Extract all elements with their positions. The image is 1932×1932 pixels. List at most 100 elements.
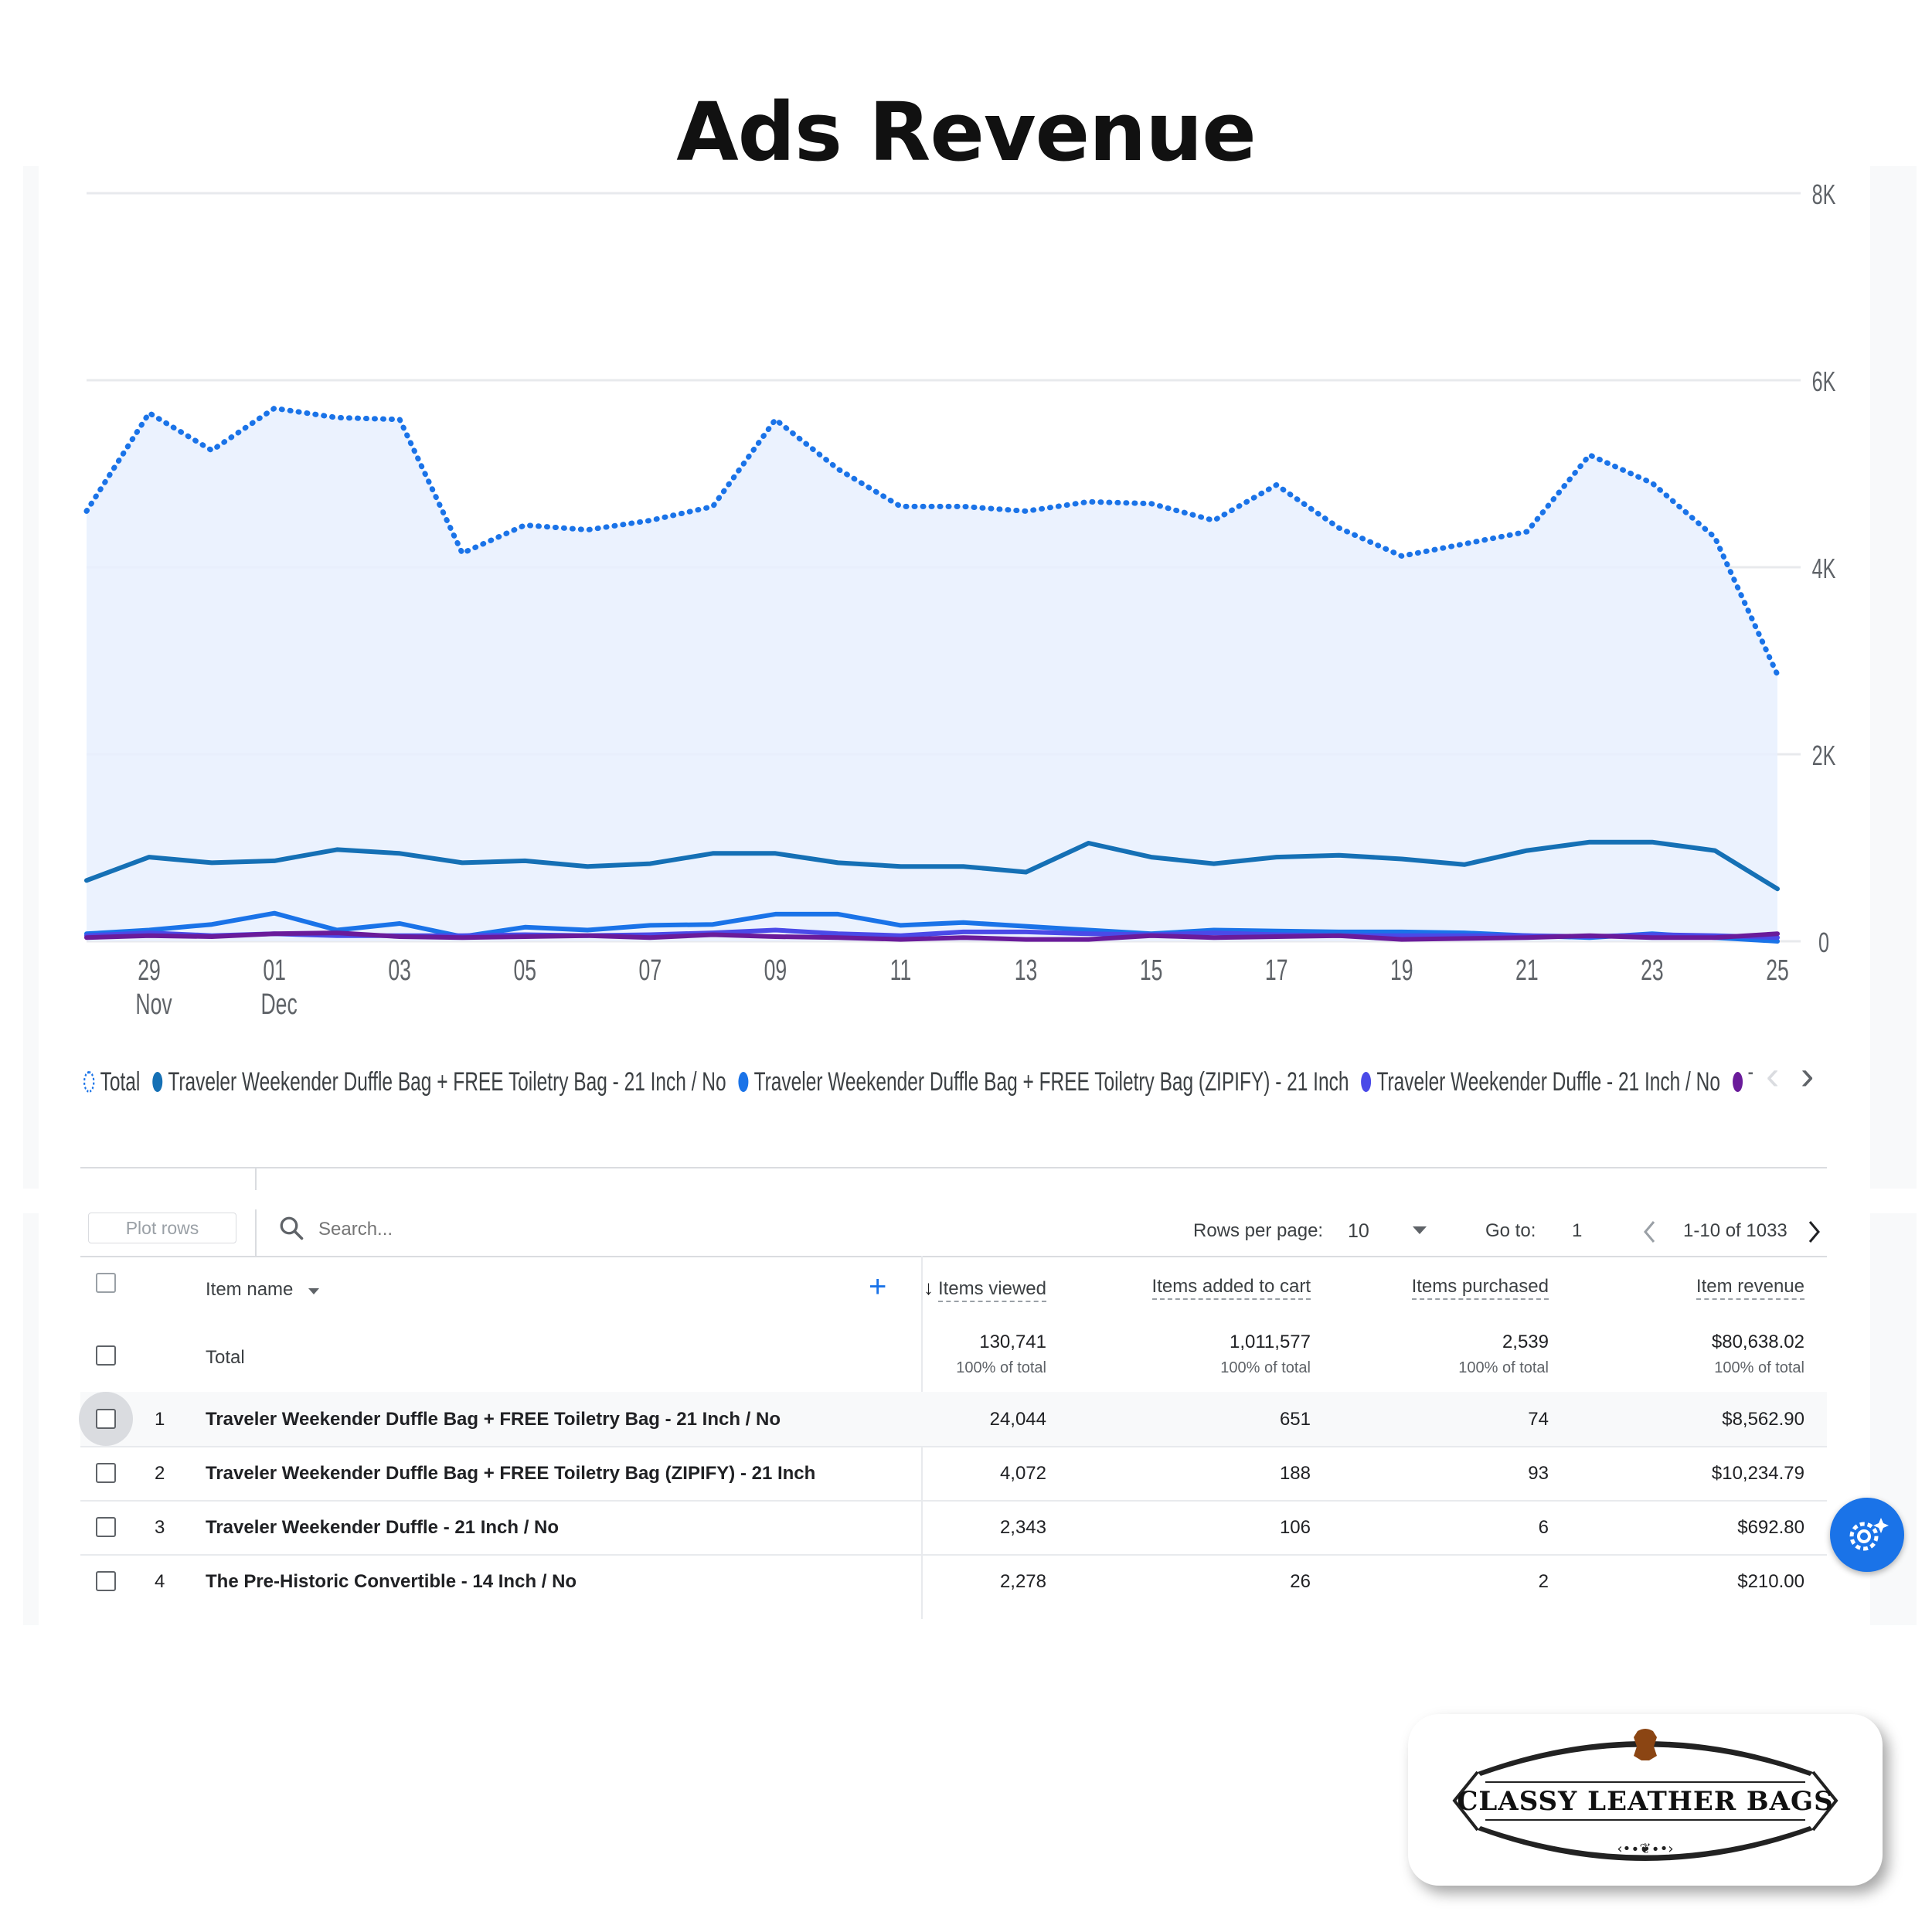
settings-fab-button[interactable] xyxy=(1830,1498,1904,1572)
x-tick-label: 13 xyxy=(1015,953,1038,986)
row-items-viewed: 24,044 xyxy=(989,1409,1046,1430)
col-header-items-added[interactable]: Items added to cart xyxy=(1151,1276,1311,1300)
total-value: $80,638.02 xyxy=(1711,1332,1804,1352)
col-header-items-purchased[interactable]: Items purchased xyxy=(1411,1276,1549,1300)
chart-area xyxy=(87,408,1777,941)
col-header-label: Items added to cart xyxy=(1151,1276,1311,1300)
row-item-revenue: $8,562.90 xyxy=(1722,1409,1804,1430)
caret-down-icon[interactable] xyxy=(308,1287,320,1295)
row-item-name[interactable]: The Pre-Historic Convertible - 14 Inch /… xyxy=(206,1571,577,1592)
search-input[interactable] xyxy=(317,1214,629,1245)
legend-item[interactable]: The Pre-Historic Convertible - 14 xyxy=(1732,1067,1753,1097)
rows-per-page-select[interactable]: 10 xyxy=(1348,1220,1369,1242)
legend-swatch xyxy=(152,1072,163,1092)
col-header-items-viewed[interactable]: ↓ Items viewed xyxy=(923,1276,1046,1302)
total-label: Total xyxy=(206,1347,245,1368)
goto-input[interactable]: 1 xyxy=(1572,1220,1583,1241)
y-axis-ticks: 0 2K 4K 6K 8K xyxy=(1812,179,1836,959)
row-items-viewed: 2,278 xyxy=(999,1571,1046,1592)
total-percent: 100% of total xyxy=(956,1359,1046,1376)
total-percent: 100% of total xyxy=(1220,1359,1311,1376)
row-checkbox[interactable] xyxy=(96,1517,116,1537)
row-checkbox[interactable] xyxy=(96,1571,116,1591)
page-title: Ads Revenue xyxy=(676,85,1257,179)
x-tick-label: 25 xyxy=(1766,953,1789,986)
toolbar-divider xyxy=(80,1256,1827,1257)
caret-down-icon[interactable] xyxy=(1411,1225,1428,1236)
row-items-viewed: 4,072 xyxy=(999,1463,1046,1484)
series-line-4 xyxy=(84,930,1780,942)
total-items-added: 1,011,577 100% of total xyxy=(1220,1332,1311,1377)
row-items-purchased: 2 xyxy=(1538,1571,1549,1592)
y-tick-label: 4K xyxy=(1812,553,1836,585)
row-item-name[interactable]: Traveler Weekender Duffle - 21 Inch / No xyxy=(206,1517,560,1538)
legend-label: Traveler Weekender Duffle Bag + FREE Toi… xyxy=(753,1066,1349,1097)
legend-item[interactable]: Traveler Weekender Duffle Bag + FREE Toi… xyxy=(152,1067,726,1097)
row-item-revenue: $210.00 xyxy=(1737,1571,1804,1592)
select-all-checkbox[interactable] xyxy=(96,1273,116,1293)
x-tick-month: Nov xyxy=(135,987,172,1020)
toolbar-separator xyxy=(255,1209,257,1256)
legend-next-button[interactable]: › xyxy=(1801,1053,1815,1098)
row-item-name[interactable]: Traveler Weekender Duffle Bag + FREE Toi… xyxy=(206,1463,816,1484)
table-row[interactable]: 1 Traveler Weekender Duffle Bag + FREE T… xyxy=(79,1392,1827,1447)
rows-per-page-label: Rows per page: xyxy=(1193,1220,1324,1241)
row-item-name[interactable]: Traveler Weekender Duffle Bag + FREE Toi… xyxy=(206,1409,781,1430)
row-rank: 2 xyxy=(155,1463,165,1484)
row-items-added: 106 xyxy=(1279,1517,1311,1538)
item-name-header[interactable]: Item name xyxy=(206,1279,320,1301)
x-tick-label: 01 xyxy=(263,953,286,986)
legend-swatch xyxy=(83,1071,95,1093)
total-items-purchased: 2,539 100% of total xyxy=(1458,1332,1549,1377)
series-line-0 xyxy=(83,405,1781,678)
row-item-revenue: $692.80 xyxy=(1737,1517,1804,1538)
total-item-revenue: $80,638.02 100% of total xyxy=(1712,1332,1804,1377)
table-row[interactable]: 4 The Pre-Historic Convertible - 14 Inch… xyxy=(80,1554,1827,1608)
row-items-added: 651 xyxy=(1279,1409,1311,1430)
total-value: 1,011,577 xyxy=(1230,1332,1311,1352)
row-checkbox[interactable] xyxy=(96,1409,116,1429)
chevron-right-icon[interactable] xyxy=(1805,1219,1822,1245)
x-tick-label: 11 xyxy=(890,953,912,986)
row-rank: 3 xyxy=(155,1517,165,1538)
legend-label: Traveler Weekender Duffle Bag + FREE Toi… xyxy=(168,1066,726,1097)
row-rank: 1 xyxy=(155,1409,165,1430)
legend-item[interactable]: Total xyxy=(83,1067,140,1097)
chevron-left-icon[interactable] xyxy=(1641,1219,1658,1245)
row-items-purchased: 6 xyxy=(1538,1517,1549,1538)
x-tick-label: 23 xyxy=(1641,953,1664,986)
plot-rows-button[interactable]: Plot rows xyxy=(88,1213,236,1243)
table-row[interactable]: 2 Traveler Weekender Duffle Bag + FREE T… xyxy=(80,1446,1827,1502)
x-tick-label: 17 xyxy=(1265,953,1288,986)
chart-legend: Total Traveler Weekender Duffle Bag + FRE… xyxy=(83,1059,1753,1105)
total-row: Total 130,741 100% of total 1,011,577 100%… xyxy=(80,1318,1827,1393)
row-checkbox[interactable] xyxy=(96,1345,116,1366)
legend-item[interactable]: Traveler Weekender Duffle Bag + FREE Toi… xyxy=(738,1067,1349,1097)
x-tick-label: 21 xyxy=(1515,953,1539,986)
total-area xyxy=(87,408,1777,941)
legend-label: The Pre-Historic Convertible - 14 xyxy=(1748,1067,1753,1097)
add-dimension-button[interactable]: + xyxy=(869,1270,887,1304)
row-checkbox[interactable] xyxy=(96,1463,116,1483)
legend-prev-button[interactable]: ‹ xyxy=(1766,1053,1780,1098)
sort-arrow-icon: ↓ xyxy=(923,1276,934,1299)
x-tick-month: Dec xyxy=(260,987,297,1020)
search-icon[interactable] xyxy=(277,1214,305,1242)
col-header-item-revenue[interactable]: Item revenue xyxy=(1696,1276,1804,1300)
legend-swatch xyxy=(1732,1072,1743,1092)
col-header-label: Item revenue xyxy=(1696,1276,1804,1300)
table-row[interactable]: 3 Traveler Weekender Duffle - 21 Inch / … xyxy=(80,1500,1827,1556)
legend-item[interactable]: Traveler Weekender Duffle - 21 Inch / No xyxy=(1361,1067,1720,1097)
ornament-icon: ‹•∙❦∙•› xyxy=(1617,1841,1673,1857)
x-tick-label: 05 xyxy=(513,953,536,986)
legend-label: Traveler Weekender Duffle - 21 Inch / No xyxy=(1376,1066,1720,1097)
y-tick-label: 2K xyxy=(1812,740,1836,772)
brand-name: CLASSY LEATHER BAGS xyxy=(1457,1786,1833,1817)
x-tick-label: 29 xyxy=(138,953,161,986)
x-tick-label: 03 xyxy=(388,953,411,986)
x-tick-label: 07 xyxy=(639,953,662,986)
row-items-viewed: 2,343 xyxy=(999,1517,1046,1538)
legend-label: Total xyxy=(100,1066,141,1097)
